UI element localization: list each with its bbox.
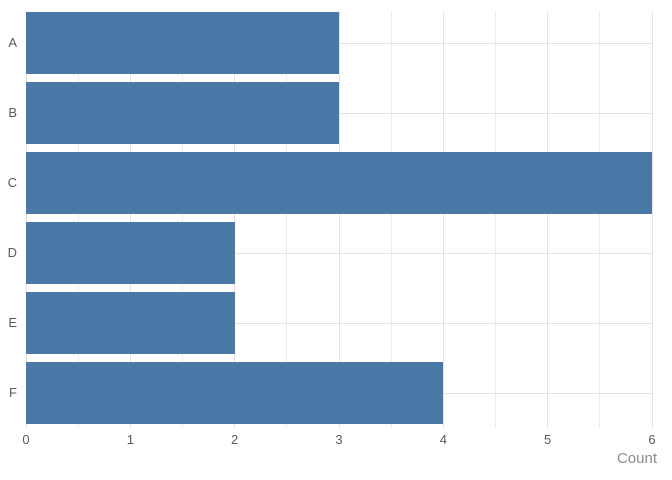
x-major-gridline: [651, 11, 653, 428]
x-major-gridline: [547, 11, 549, 428]
x-major-gridline: [442, 11, 444, 428]
x-minor-gridline: [286, 11, 288, 428]
x-minor-gridline: [182, 11, 183, 428]
bar-F: [26, 362, 444, 424]
y-tick-label-D: D: [7, 245, 17, 260]
x-tick-label-2: 2: [231, 432, 239, 447]
x-minor-gridline: [77, 11, 79, 428]
plot-area: [25, 8, 653, 428]
x-minor-gridline: [599, 11, 601, 428]
x-major-gridline: [25, 11, 27, 428]
x-tick-label-5: 5: [544, 432, 552, 447]
x-axis-title: Count: [616, 450, 657, 467]
x-minor-gridline: [495, 11, 496, 428]
x-major-gridline: [129, 11, 131, 428]
y-tick-label-B: B: [8, 105, 17, 120]
x-major-gridline: [338, 11, 340, 428]
x-tick-label-4: 4: [439, 432, 447, 447]
x-tick-label-1: 1: [126, 432, 134, 447]
y-tick-label-C: C: [7, 175, 17, 190]
x-minor-gridline: [390, 11, 392, 428]
bar-E: [26, 292, 235, 354]
y-tick-label-E: E: [8, 315, 17, 330]
y-tick-label-F: F: [9, 385, 17, 400]
x-tick-label-6: 6: [648, 432, 656, 447]
y-tick-label-A: A: [8, 35, 17, 50]
bar-C: [26, 152, 652, 214]
x-tick-label-0: 0: [22, 432, 30, 447]
bar-A: [26, 12, 339, 74]
bar-B: [26, 82, 339, 144]
bar-D: [26, 222, 235, 284]
x-tick-label-3: 3: [335, 432, 343, 447]
x-major-gridline: [234, 11, 236, 428]
